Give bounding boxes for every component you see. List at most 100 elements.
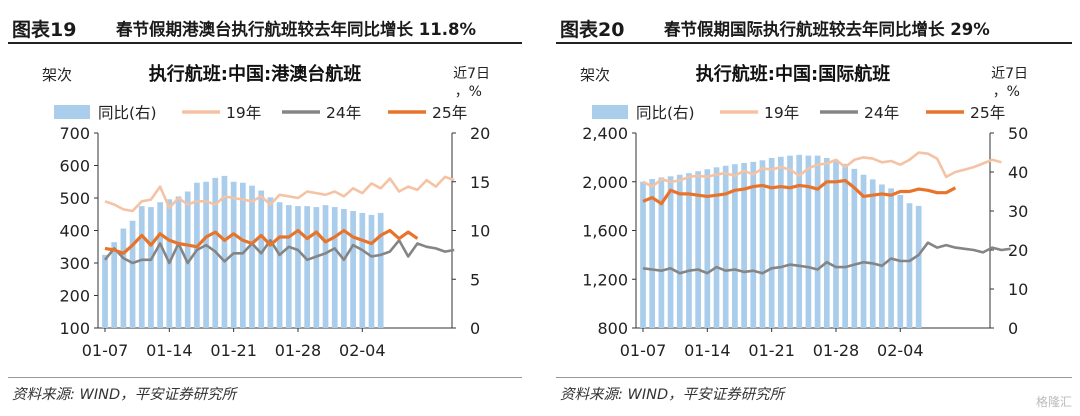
bar-yoy	[221, 175, 228, 328]
figure-title: 春节假期港澳台执行航班较去年同比增长 11.8%	[116, 20, 476, 39]
right-axis-unit-pct: ，%	[993, 84, 1020, 100]
right-tick-label: 50	[1008, 124, 1028, 143]
left-tick-label: 200	[59, 287, 90, 306]
left-tick-label: 600	[59, 157, 90, 176]
chart-title: 执行航班:中国:港澳台航班	[149, 63, 361, 85]
bar-yoy	[860, 174, 867, 328]
left-tick-label: 1,200	[582, 270, 628, 289]
left-tick-label: 2,000	[582, 173, 628, 192]
bar-yoy	[359, 212, 366, 328]
left-tick-label: 300	[59, 254, 90, 273]
figure-20-panel: 图表20 春节假期国际执行航班较去年同比增长 29% 执行航班:中国:国际航班 架…	[548, 0, 1080, 416]
left-axis-unit: 架次	[580, 66, 610, 84]
bar-yoy	[640, 181, 646, 328]
figure-number: 图表20	[560, 19, 625, 41]
bar-yoy	[285, 205, 292, 328]
bar-yoy	[658, 177, 665, 328]
legend-label-19年: 19年	[764, 104, 799, 122]
x-tick-label: 01-21	[210, 341, 257, 360]
bar-yoy	[138, 206, 145, 328]
bar-yoy	[184, 191, 191, 328]
international-flights-chart: 执行航班:中国:国际航班 架次 近7日 ，% 同比(右) 19年 24年 25年 800 1,20…	[580, 63, 1028, 360]
bar-yoy	[686, 173, 692, 328]
bar-yoy	[194, 182, 200, 328]
bar-yoy	[295, 206, 301, 328]
bar-yoy	[823, 157, 830, 328]
bar-yoy	[732, 164, 738, 328]
bar-yoy	[695, 171, 701, 328]
bar-yoy	[175, 196, 182, 328]
bar-yoy	[879, 184, 885, 328]
right-tick-label: 30	[1008, 202, 1028, 221]
right-tick-label: 15	[470, 173, 490, 192]
legend-label-25年: 25年	[970, 104, 1005, 122]
series-line-19年	[642, 151, 1002, 188]
chart-title: 执行航班:中国:国际航班	[696, 63, 890, 85]
bar-yoy	[915, 205, 922, 328]
bar-yoy	[350, 211, 356, 328]
right-axis-unit-pct: ，%	[455, 84, 482, 100]
bar-yoy	[704, 169, 711, 328]
right-tick-label: 0	[1008, 319, 1018, 338]
x-tick-label: 02-04	[339, 341, 386, 360]
right-tick-label: 20	[1008, 241, 1028, 260]
bar-yoy	[120, 228, 127, 328]
bar-yoy	[203, 181, 209, 328]
right-tick-label: 20	[470, 124, 490, 143]
bar-yoy	[667, 176, 674, 328]
bar-yoy	[676, 174, 683, 328]
source-divider	[556, 377, 1072, 378]
bar-yoy	[768, 157, 775, 328]
bar-yoy	[304, 206, 311, 328]
bar-yoy	[906, 203, 913, 328]
source-divider	[8, 377, 522, 378]
bar-yoy	[805, 155, 812, 328]
legend-label-25年: 25年	[432, 104, 467, 122]
bar-yoy	[777, 156, 784, 328]
figure-title: 春节假期国际执行航班较去年同比增长 29%	[664, 20, 990, 39]
left-tick-label: 2,400	[582, 124, 628, 143]
legend-label-同比(右): 同比(右)	[636, 104, 695, 122]
right-axis-unit: 近7日	[991, 66, 1028, 82]
bar-yoy	[129, 220, 136, 328]
legend-label-19年: 19年	[226, 104, 261, 122]
right-tick-label: 10	[1008, 280, 1028, 299]
source-note: 资料来源: WIND，平安证券研究所	[12, 387, 237, 403]
bar-yoy	[276, 202, 283, 328]
left-axis-unit: 架次	[42, 66, 72, 84]
bar-yoy	[833, 160, 839, 328]
bar-yoy	[750, 161, 757, 328]
left-tick-label: 100	[59, 319, 90, 338]
bar-yoy	[722, 165, 729, 328]
bar-yoy	[842, 163, 849, 328]
series-line-24年	[642, 241, 1011, 275]
bar-yoy	[377, 212, 384, 328]
right-tick-label: 40	[1008, 163, 1028, 182]
legend-swatch-同比(右)	[54, 105, 90, 119]
series-line-25年	[642, 178, 957, 206]
bar-yoy	[313, 207, 320, 328]
source-note: 资料来源: WIND，平安证券研究所	[560, 387, 785, 403]
bar-yoy	[148, 207, 154, 328]
bar-yoy	[102, 254, 108, 328]
figure-header: 图表19 春节假期港澳台执行航班较去年同比增长 11.8%	[8, 12, 522, 44]
bar-yoy	[322, 205, 329, 328]
bar-yoy	[368, 214, 375, 328]
x-tick-label: 01-28	[813, 341, 860, 360]
x-tick-label: 02-04	[877, 341, 924, 360]
legend-label-24年: 24年	[864, 104, 899, 122]
bar-yoy	[341, 209, 347, 328]
legend-label-同比(右): 同比(右)	[98, 104, 157, 122]
bar-yoy	[331, 207, 338, 328]
bar-yoy	[713, 167, 720, 328]
x-tick-label: 01-07	[620, 341, 667, 360]
legend-swatch-同比(右)	[592, 105, 628, 119]
bar-yoy	[741, 163, 747, 328]
x-tick-label: 01-07	[82, 341, 129, 360]
watermark-logo: 格隆汇	[1035, 395, 1072, 409]
bar-yoy	[796, 154, 803, 328]
bar-yoy	[814, 155, 821, 328]
series-line-19年	[104, 175, 455, 213]
left-tick-label: 800	[597, 319, 628, 338]
